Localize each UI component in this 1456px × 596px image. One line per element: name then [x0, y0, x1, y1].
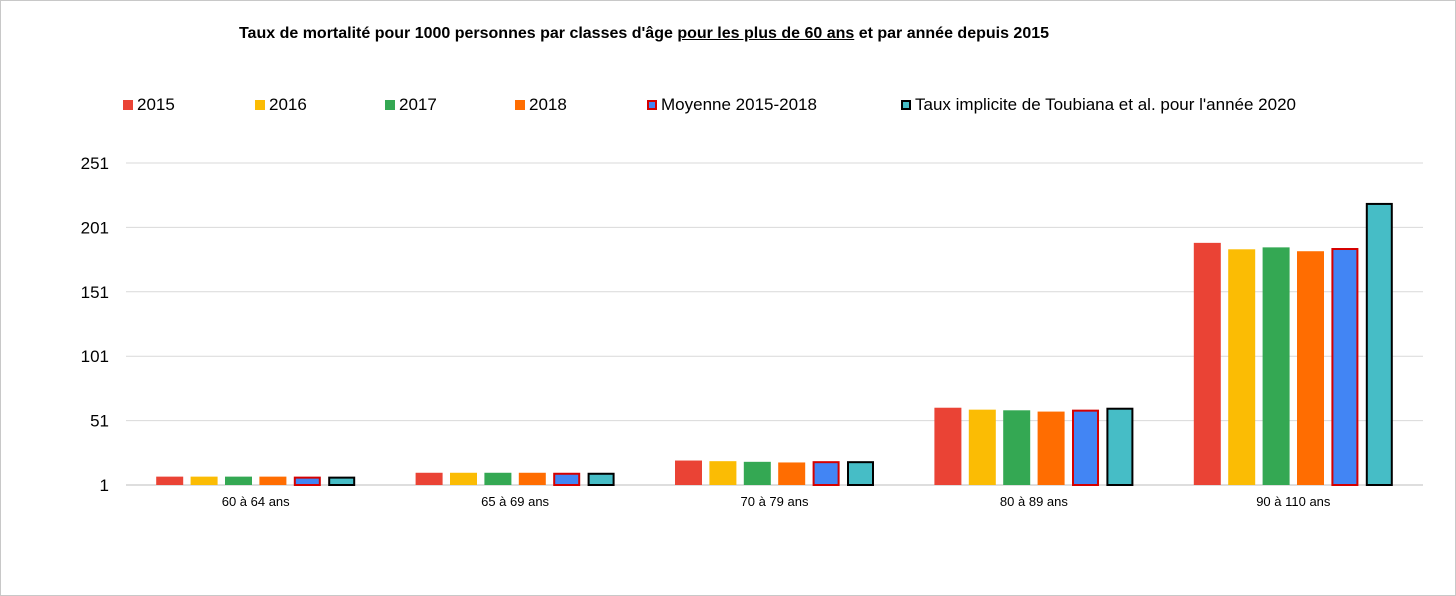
- legend-item-2016: 2016: [255, 95, 307, 115]
- bar: [190, 476, 218, 485]
- y-tick-label: 151: [81, 283, 109, 302]
- bar: [518, 472, 546, 485]
- chart-title-underlined: pour les plus de 60 ans: [677, 25, 855, 42]
- bar: [1003, 410, 1031, 485]
- legend-label-moyenne: Moyenne 2015-2018: [661, 95, 817, 114]
- bar: [156, 476, 184, 485]
- legend-swatch-moyenne: [647, 100, 657, 110]
- legend-label-2015: 2015: [137, 95, 175, 114]
- legend-swatch-toubiana: [901, 100, 911, 110]
- bar: [1037, 411, 1065, 485]
- bar: [484, 472, 512, 485]
- bar: [1193, 242, 1221, 485]
- bar: [1331, 248, 1359, 486]
- legend-item-2015: 2015: [123, 95, 175, 115]
- legend-swatch-2018: [515, 100, 525, 110]
- chart-title: Taux de mortalité pour 1000 personnes pa…: [1, 25, 1287, 43]
- legend-swatch-2016: [255, 100, 265, 110]
- bar: [934, 407, 962, 485]
- chart-title-part-2: et par année depuis 2015: [854, 25, 1050, 42]
- x-category-label: 60 à 64 ans: [222, 494, 290, 509]
- y-tick-label: 1: [100, 476, 109, 495]
- legend-item-2018: 2018: [515, 95, 567, 115]
- bar: [743, 461, 771, 485]
- bar: [553, 472, 581, 487]
- chart-legend: 2015 2016 2017 2018 Moyenne 2015-2018 Ta…: [1, 95, 1456, 119]
- bar: [1262, 247, 1290, 485]
- bar: [328, 476, 356, 486]
- legend-label-2018: 2018: [529, 95, 567, 114]
- y-tick-label: 251: [81, 154, 109, 173]
- legend-item-2017: 2017: [385, 95, 437, 115]
- x-category-label: 80 à 89 ans: [1000, 494, 1068, 509]
- legend-item-toubiana: Taux implicite de Toubiana et al. pour l…: [901, 95, 1296, 115]
- legend-swatch-2015: [123, 100, 133, 110]
- x-category-label: 65 à 69 ans: [481, 494, 549, 509]
- bar: [259, 476, 287, 485]
- y-tick-label: 201: [81, 218, 109, 237]
- bar: [450, 472, 477, 485]
- bar: [709, 461, 737, 485]
- chart-title-part-1: Taux de mortalité pour 1000 personnes pa…: [238, 25, 678, 42]
- bar: [1297, 251, 1324, 485]
- bar: [1072, 409, 1099, 487]
- bar: [847, 461, 874, 486]
- x-category-label: 70 à 79 ans: [741, 494, 809, 509]
- y-tick-label: 51: [90, 412, 109, 431]
- bar: [675, 460, 702, 485]
- bar: [778, 462, 806, 485]
- legend-label-2016: 2016: [269, 95, 307, 114]
- legend-label-toubiana: Taux implicite de Toubiana et al. pour l…: [915, 95, 1296, 114]
- bar: [225, 476, 252, 485]
- legend-swatch-2017: [385, 100, 395, 110]
- bar: [968, 409, 996, 485]
- legend-item-moyenne: Moyenne 2015-2018: [647, 95, 817, 115]
- bar: [587, 472, 615, 487]
- x-category-label: 90 à 110 ans: [1256, 494, 1331, 509]
- y-tick-label: 101: [81, 347, 109, 366]
- bar: [293, 476, 321, 486]
- bar: [1106, 407, 1134, 486]
- bar: [1365, 202, 1393, 486]
- bar: [812, 461, 840, 486]
- bar: [1228, 249, 1256, 485]
- legend-label-2017: 2017: [399, 95, 437, 114]
- bar: [415, 472, 443, 485]
